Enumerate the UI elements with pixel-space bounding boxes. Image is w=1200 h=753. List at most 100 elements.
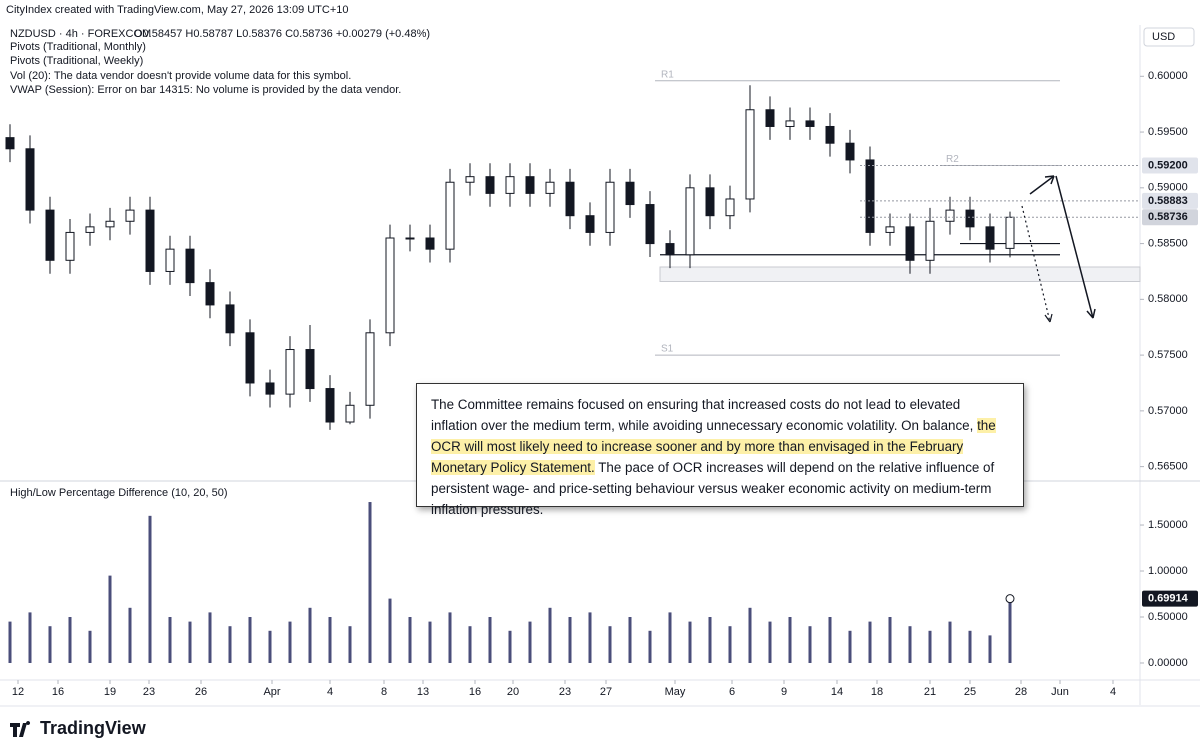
y-tick-label: 0.59500 — [1148, 126, 1188, 138]
bar — [528, 621, 532, 663]
candle-body — [45, 209, 55, 261]
arrow-head — [1086, 308, 1096, 319]
y-tick-label: 0.50000 — [1148, 611, 1188, 623]
candle-body — [325, 388, 335, 423]
bar — [448, 612, 452, 663]
candle-body — [885, 226, 895, 233]
candle-body — [185, 248, 195, 284]
bar — [168, 617, 172, 663]
price-tag-label: 0.58883 — [1148, 195, 1188, 207]
bar — [828, 617, 832, 663]
arrow — [1055, 175, 1094, 319]
pivot-label: S1 — [661, 344, 674, 355]
price-tag — [1142, 590, 1198, 607]
candle-body — [505, 176, 515, 194]
y-tick-label: 0.59000 — [1148, 182, 1188, 194]
x-tick-label: Jun — [1051, 686, 1069, 698]
bar — [408, 617, 412, 663]
candle-body — [745, 109, 755, 200]
y-tick-label: 0.60000 — [1148, 70, 1188, 82]
bar — [668, 612, 672, 663]
candle-body — [425, 237, 435, 250]
bar — [968, 630, 972, 663]
candle-body — [565, 181, 575, 217]
logo-text[interactable]: TradingView — [40, 718, 147, 738]
bar — [68, 617, 72, 663]
candle-body — [365, 332, 375, 406]
x-tick-label: 21 — [924, 686, 936, 698]
x-tick-label: 6 — [729, 686, 735, 698]
bar — [88, 630, 92, 663]
x-tick-label: 14 — [831, 686, 843, 698]
bar — [8, 621, 12, 663]
bar — [248, 617, 252, 663]
candle-body — [685, 187, 695, 256]
candle-body — [285, 349, 295, 395]
x-tick-label: 18 — [871, 686, 883, 698]
bar — [628, 617, 632, 663]
logo-icon — [10, 721, 31, 737]
candle-body — [225, 304, 235, 334]
candle-body — [5, 137, 15, 150]
legend-line: Pivots (Traditional, Monthly) — [10, 41, 146, 53]
candle-body — [665, 243, 675, 256]
x-tick-label: 20 — [507, 686, 519, 698]
bar — [308, 607, 312, 663]
candle-body — [605, 181, 615, 233]
bar — [568, 617, 572, 663]
bar — [208, 612, 212, 663]
bar — [708, 617, 712, 663]
bar — [428, 621, 432, 663]
candle-body — [905, 226, 915, 261]
y-tick-label: 0.57500 — [1148, 349, 1188, 361]
attribution: CityIndex created with TradingView.com, … — [6, 4, 349, 16]
candle-body — [725, 198, 735, 217]
candle-body — [845, 142, 855, 161]
candle-body — [965, 209, 975, 228]
bar — [128, 607, 132, 663]
x-tick-label: May — [665, 686, 686, 698]
x-tick-label: 27 — [600, 686, 612, 698]
bar — [808, 626, 812, 663]
price-tag — [1142, 192, 1198, 209]
candle-body — [145, 209, 155, 272]
bar — [148, 515, 152, 663]
price-tag-label: 0.69914 — [1148, 593, 1189, 605]
arrow — [1029, 175, 1055, 195]
candle-body — [525, 176, 535, 194]
bar — [328, 617, 332, 663]
candle-body — [985, 226, 995, 250]
bar — [988, 635, 992, 663]
candle-body — [125, 209, 135, 222]
pivot-label: R1 — [661, 69, 674, 80]
candle-body — [865, 159, 875, 233]
bar — [548, 607, 552, 663]
currency-box[interactable] — [1143, 27, 1195, 47]
price-tag — [1142, 157, 1198, 174]
y-tick-label: 0.00000 — [1148, 657, 1188, 669]
x-tick-label: 23 — [559, 686, 571, 698]
candle-body — [1005, 216, 1015, 249]
y-tick-label: 1.00000 — [1148, 565, 1188, 577]
bar — [908, 626, 912, 663]
candle-body — [205, 282, 215, 306]
y-tick-label: 0.57000 — [1148, 405, 1188, 417]
bar — [888, 617, 892, 663]
candle-body — [485, 176, 495, 194]
arrow-head — [1044, 313, 1053, 323]
candle-body — [765, 109, 775, 127]
price-tag — [1142, 209, 1198, 226]
price-tag-label: 0.59200 — [1148, 159, 1188, 171]
arrow-head — [1044, 175, 1055, 185]
candle-body — [25, 148, 35, 211]
bar — [388, 598, 392, 663]
annotation-text: The pace of OCR increases will depend on… — [431, 460, 995, 517]
bar — [108, 575, 112, 663]
indicator-title: High/Low Percentage Difference (10, 20, … — [10, 487, 227, 499]
x-tick-label: 26 — [195, 686, 207, 698]
y-tick-label: 0.58000 — [1148, 293, 1188, 305]
bar — [588, 612, 592, 663]
candle-body — [165, 248, 175, 272]
candle-body — [545, 181, 555, 194]
